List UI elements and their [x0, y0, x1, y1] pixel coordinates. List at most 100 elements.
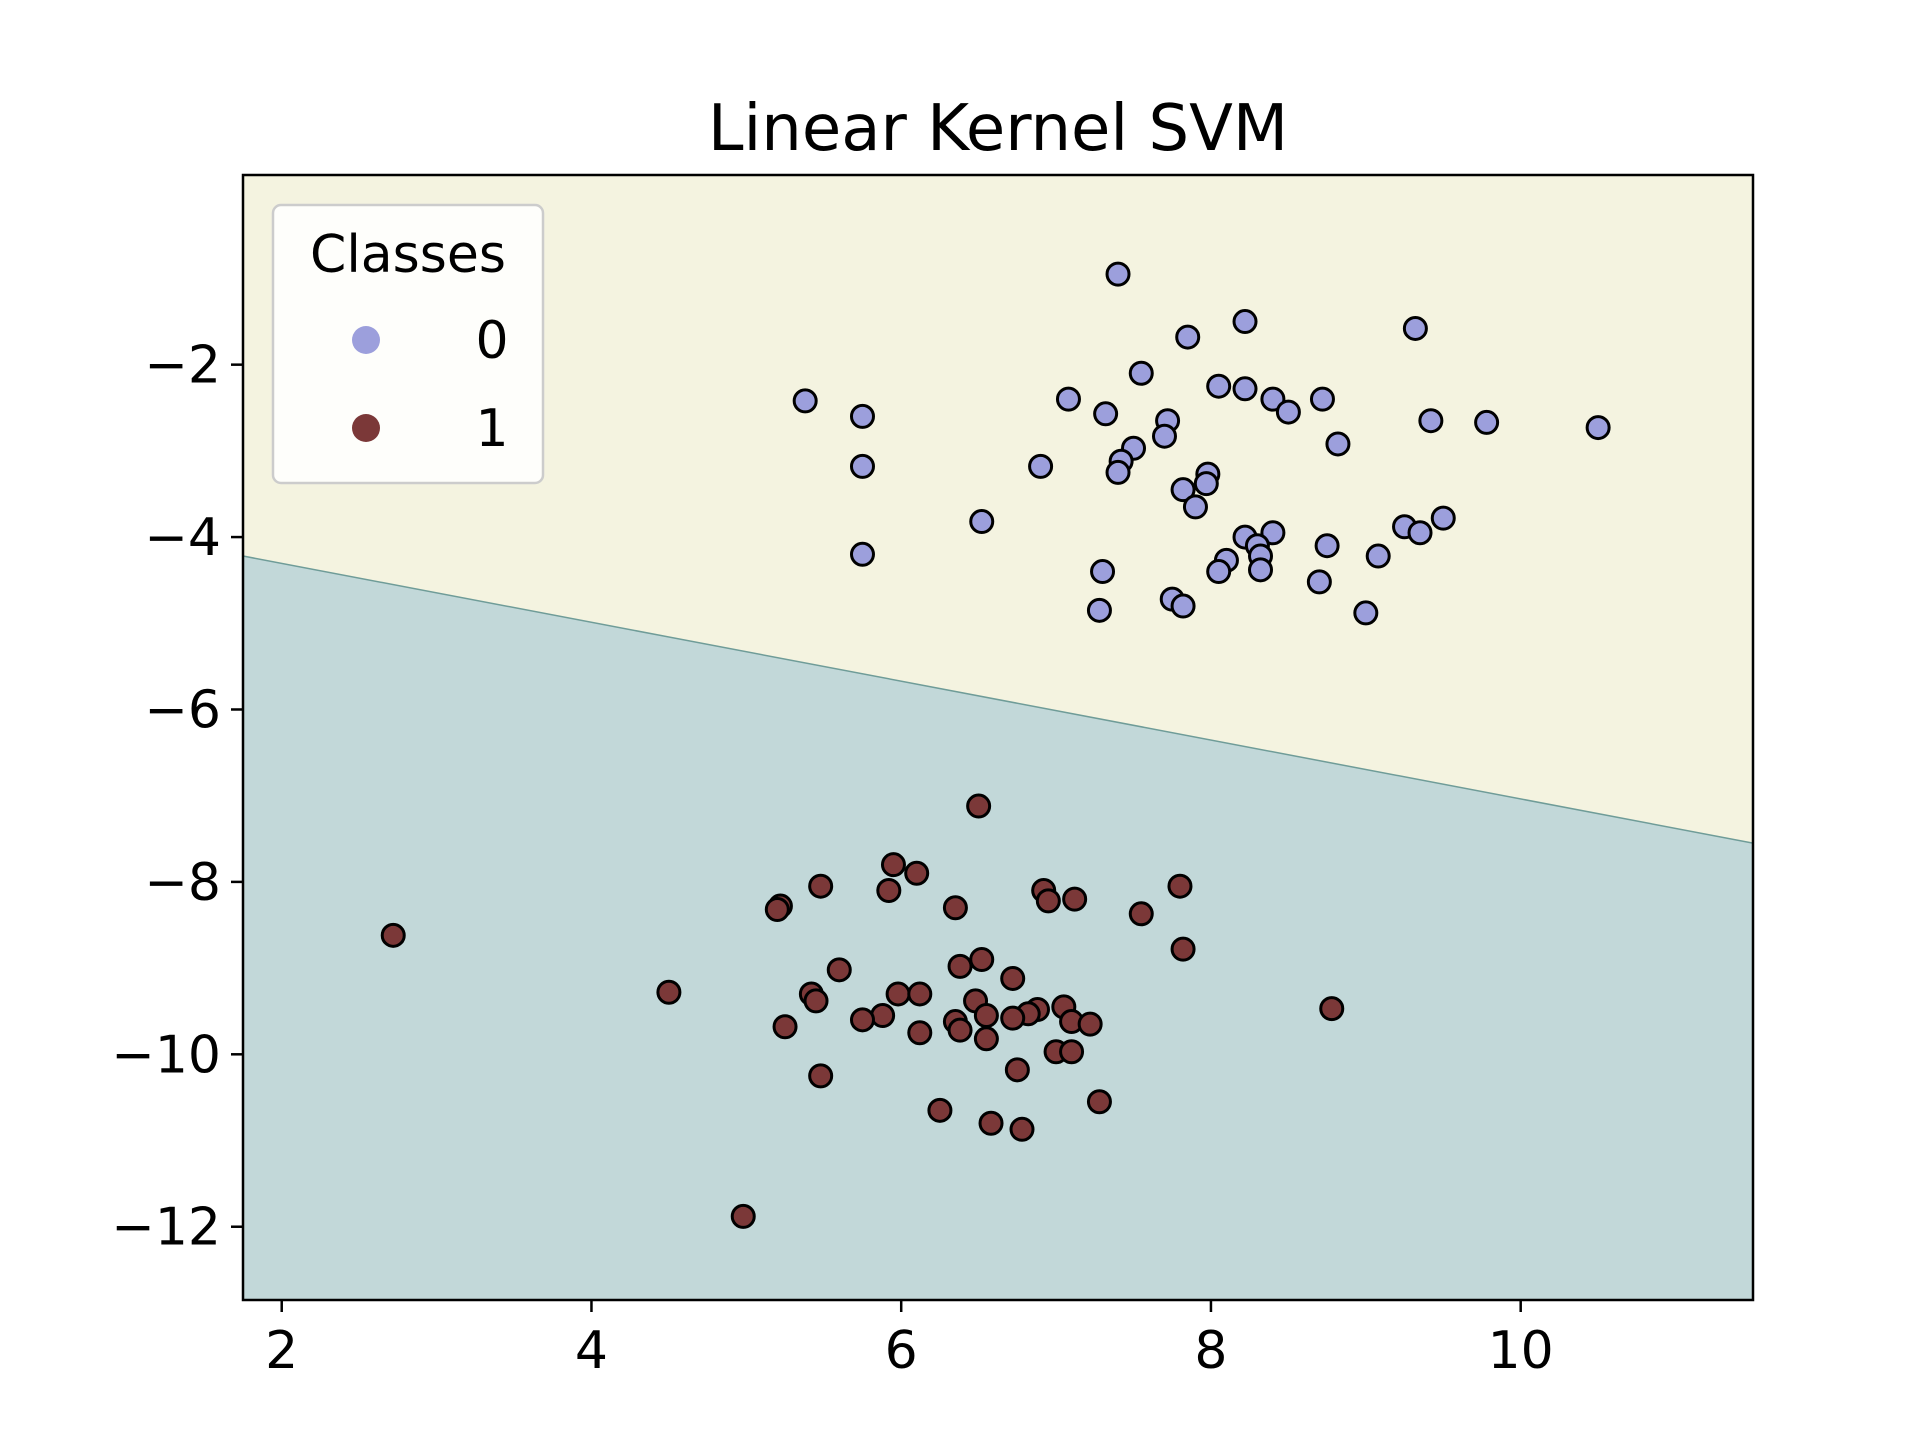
data-point-class-1 — [1077, 1011, 1103, 1037]
data-point-class-1 — [1086, 1089, 1112, 1115]
data-point-class-1 — [803, 988, 829, 1014]
data-point-class-1 — [1009, 1116, 1035, 1142]
data-point-class-0 — [1306, 569, 1332, 595]
data-point-class-0 — [1170, 593, 1196, 619]
region-class-0 — [243, 175, 1753, 844]
data-point-class-1 — [772, 1014, 798, 1040]
data-point-class-1 — [907, 981, 933, 1007]
data-point-class-1 — [808, 1063, 834, 1089]
data-point-class-1 — [904, 860, 930, 886]
data-point-class-0 — [1314, 533, 1340, 559]
data-point-class-1 — [1004, 1057, 1030, 1083]
y-axis: −2 −4 −6 −8 −10 −12 — [111, 336, 243, 1258]
data-point-class-1 — [969, 946, 995, 972]
data-point-class-1 — [1000, 965, 1026, 991]
data-point-class-1 — [1000, 1005, 1026, 1031]
x-tick-label: 6 — [885, 1321, 918, 1381]
data-point-class-1 — [870, 1003, 896, 1029]
data-point-class-0 — [792, 388, 818, 414]
y-tick-label: −10 — [111, 1025, 221, 1085]
x-axis: 2 4 6 8 10 — [265, 1300, 1554, 1381]
y-tick-label: −8 — [144, 853, 221, 913]
data-point-class-0 — [1086, 597, 1112, 623]
data-point-class-1 — [730, 1203, 756, 1229]
data-point-class-1 — [880, 852, 906, 878]
data-point-class-1 — [927, 1097, 953, 1123]
data-point-class-1 — [764, 896, 790, 922]
data-point-class-0 — [969, 509, 995, 535]
data-point-class-0 — [849, 541, 875, 567]
data-point-class-0 — [1028, 453, 1054, 479]
data-point-class-0 — [1193, 471, 1219, 497]
data-point-class-1 — [907, 1020, 933, 1046]
data-point-class-1 — [942, 895, 968, 921]
data-point-class-1 — [978, 1110, 1004, 1136]
data-point-class-0 — [1055, 386, 1081, 412]
legend-box — [271, 203, 545, 485]
data-point-class-1 — [1170, 936, 1196, 962]
data-point-class-1 — [849, 1007, 875, 1033]
data-point-class-0 — [1206, 559, 1232, 585]
data-point-class-1 — [1059, 1039, 1085, 1065]
data-points-layer — [380, 261, 1611, 1229]
y-tick-label: −2 — [144, 336, 221, 396]
data-point-class-1 — [1319, 996, 1345, 1022]
data-point-class-0 — [1151, 423, 1177, 449]
data-point-class-1 — [885, 981, 911, 1007]
legend-label-class-0: 0 — [475, 311, 508, 371]
data-point-class-0 — [849, 453, 875, 479]
x-tick-label: 4 — [575, 1321, 608, 1381]
data-point-class-0 — [1430, 505, 1456, 531]
data-point-class-0 — [1128, 360, 1154, 386]
data-point-class-1 — [1128, 901, 1154, 927]
plot-frame — [241, 173, 1755, 1302]
data-point-class-0 — [1090, 559, 1116, 585]
x-tick-label: 10 — [1488, 1321, 1554, 1381]
data-point-class-1 — [876, 878, 902, 904]
data-point-class-1 — [808, 873, 834, 899]
legend-marker-class-1 — [352, 414, 380, 442]
y-tick-label: −6 — [144, 680, 221, 740]
data-point-class-1 — [966, 793, 992, 819]
data-point-class-0 — [1232, 309, 1258, 335]
data-point-class-0 — [1474, 409, 1500, 435]
data-point-class-1 — [973, 1003, 999, 1029]
data-point-class-0 — [1206, 373, 1232, 399]
decision-boundary-line — [243, 555, 1753, 844]
data-point-class-0 — [1175, 324, 1201, 350]
data-point-class-0 — [1248, 557, 1274, 583]
y-tick-label: −4 — [144, 508, 221, 568]
data-point-class-1 — [947, 1017, 973, 1043]
data-point-class-0 — [1353, 600, 1379, 626]
legend-label-class-1: 1 — [475, 399, 508, 459]
data-point-class-0 — [1402, 315, 1428, 341]
data-point-class-0 — [1232, 376, 1258, 402]
data-point-class-0 — [1275, 399, 1301, 425]
data-point-class-0 — [1365, 543, 1391, 569]
x-tick-label: 2 — [265, 1321, 298, 1381]
data-point-class-1 — [947, 953, 973, 979]
data-point-class-0 — [1325, 431, 1351, 457]
data-point-class-1 — [826, 957, 852, 983]
data-point-class-0 — [1182, 494, 1208, 520]
data-point-class-0 — [1585, 415, 1611, 441]
data-point-class-0 — [1105, 459, 1131, 485]
data-point-class-0 — [1418, 408, 1444, 434]
legend-marker-class-0 — [352, 326, 380, 354]
data-point-class-1 — [1035, 888, 1061, 914]
y-tick-label: −12 — [111, 1198, 221, 1258]
data-point-class-0 — [849, 403, 875, 429]
chart-title: Linear Kernel SVM — [708, 92, 1288, 166]
data-point-class-0 — [1105, 261, 1131, 287]
data-point-class-0 — [1309, 386, 1335, 412]
data-point-class-0 — [1407, 520, 1433, 546]
data-point-class-0 — [1093, 401, 1119, 427]
data-point-class-1 — [973, 1026, 999, 1052]
data-point-class-1 — [1062, 886, 1088, 912]
data-point-class-0 — [1170, 477, 1196, 503]
data-point-class-1 — [1167, 873, 1193, 899]
data-point-class-1 — [380, 922, 406, 948]
legend: Classes 0 1 — [271, 203, 545, 485]
legend-title: Classes — [310, 225, 506, 285]
